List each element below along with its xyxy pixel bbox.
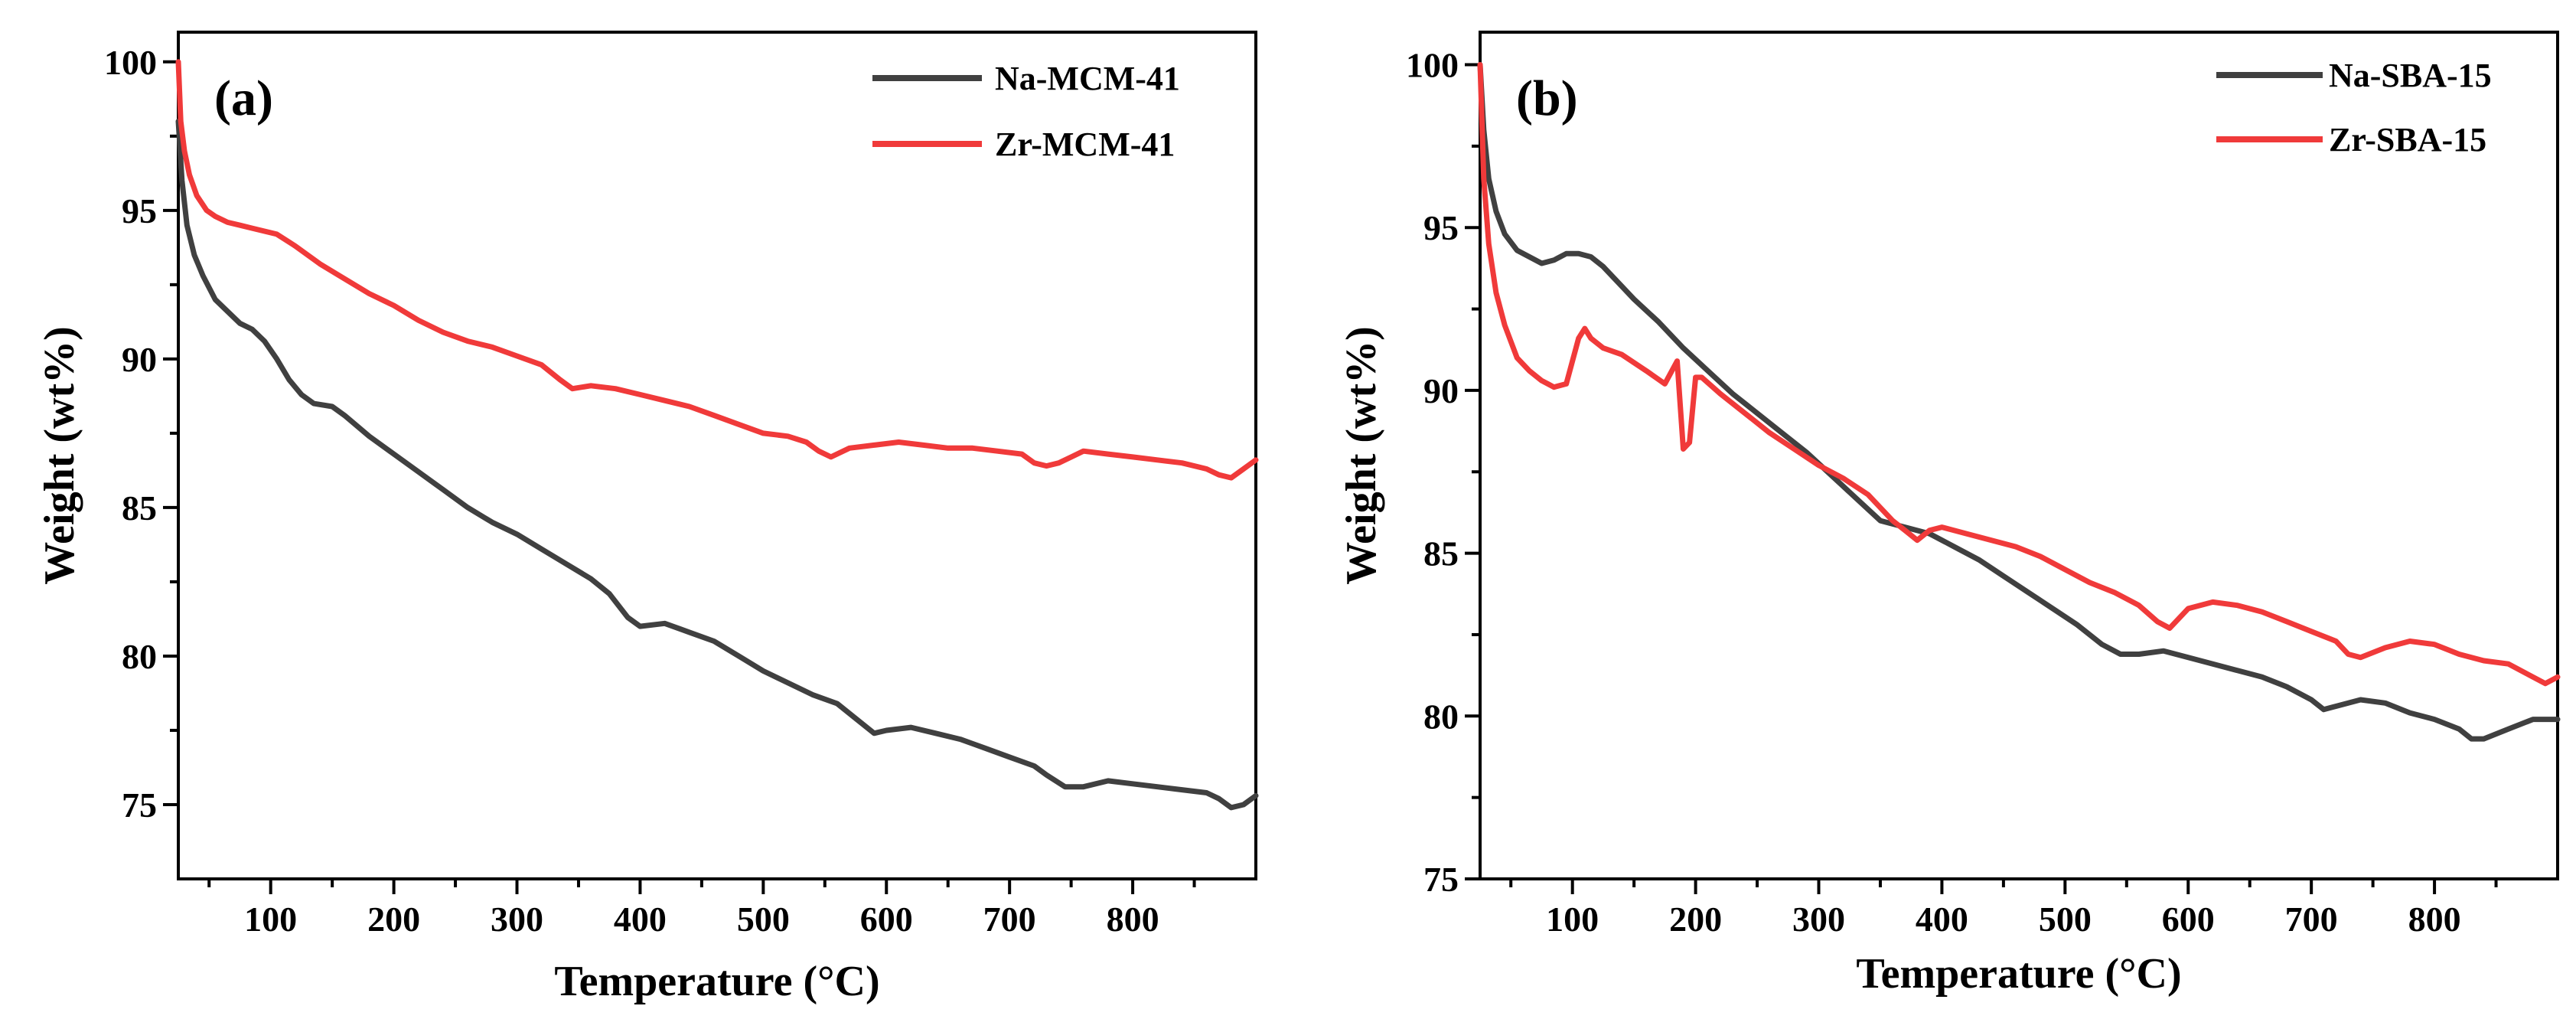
series-line-zr-sba-15: [1477, 62, 2561, 687]
y-tick-label-a-90: 90: [122, 340, 157, 379]
y-tick-label-a-80: 80: [122, 637, 157, 676]
y-axis-title-a: Weight (wt%): [36, 326, 83, 585]
legend-label-zr-sba-15: Zr-SBA-15: [2329, 121, 2486, 158]
y-tick-label-a-95: 95: [122, 191, 157, 230]
series-line-na-mcm-41: [175, 118, 1259, 811]
x-tick-label-b-100: 100: [1546, 900, 1599, 939]
x-axis-title-a: Temperature (°C): [554, 958, 879, 1005]
series-line-na-sba-15: [1477, 62, 2561, 742]
y-tick-label-b-75: 75: [1423, 860, 1459, 899]
x-tick-label-a-600: 600: [860, 900, 913, 939]
x-tick-label-b-600: 600: [2162, 900, 2215, 939]
legend-label-na-sba-15: Na-SBA-15: [2329, 57, 2492, 94]
x-tick-label-a-300: 300: [491, 900, 543, 939]
x-tick-label-a-200: 200: [367, 900, 420, 939]
x-tick-label-b-800: 800: [2408, 900, 2461, 939]
y-tick-label-a-75: 75: [122, 785, 157, 825]
legend-label-na-mcm-41: Na-MCM-41: [995, 60, 1180, 97]
x-tick-label-b-700: 700: [2285, 900, 2338, 939]
panel-label-b: (b): [1516, 70, 1578, 126]
y-axis-title-b: Weight (wt%): [1338, 326, 1385, 585]
x-tick-label-b-200: 200: [1669, 900, 1722, 939]
series-line-zr-mcm-41: [175, 59, 1259, 481]
y-tick-label-b-80: 80: [1423, 697, 1459, 736]
series-lines-b: [1477, 62, 2561, 742]
panel-label-a: (a): [214, 70, 273, 126]
x-tick-label-b-300: 300: [1792, 900, 1845, 939]
x-tick-label-a-700: 700: [983, 900, 1036, 939]
y-tick-label-b-90: 90: [1423, 371, 1459, 410]
plot-frame-a: [177, 31, 1257, 880]
panel-b: 100 200 300 400 500 600 700 800 75 80 85 90 95 100 (b…: [1338, 31, 2561, 998]
panel-a: 100 200 300 400 500 600 700 800 75 80 85 90 95 100 (a…: [36, 31, 1259, 1005]
y-tick-label-b-85: 85: [1423, 534, 1459, 573]
x-tick-label-a-400: 400: [614, 900, 667, 939]
x-tick-label-a-800: 800: [1107, 900, 1159, 939]
tick-group-a: 100 200 300 400 500 600 700 800 75 80 85 90 95 100: [104, 43, 1196, 939]
series-lines-a: [175, 59, 1259, 811]
y-tick-label-b-95: 95: [1423, 208, 1459, 247]
x-tick-label-b-500: 500: [2039, 900, 2092, 939]
x-tick-label-b-400: 400: [1916, 900, 1968, 939]
legend-b: Na-SBA-15 Zr-SBA-15: [2216, 57, 2492, 158]
y-tick-label-a-100: 100: [104, 43, 157, 82]
plot-frame-b: [1479, 31, 2559, 880]
x-tick-label-a-500: 500: [737, 900, 790, 939]
x-tick-label-a-100: 100: [244, 900, 297, 939]
tick-group-b: 100 200 300 400 500 600 700 800 75 80 85 90 95 100: [1406, 46, 2498, 939]
legend-label-zr-mcm-41: Zr-MCM-41: [995, 126, 1175, 163]
legend-a: Na-MCM-41 Zr-MCM-41: [872, 60, 1180, 163]
y-tick-label-a-85: 85: [122, 488, 157, 527]
x-axis-title-b: Temperature (°C): [1856, 950, 2181, 998]
y-tick-label-b-100: 100: [1406, 46, 1459, 85]
